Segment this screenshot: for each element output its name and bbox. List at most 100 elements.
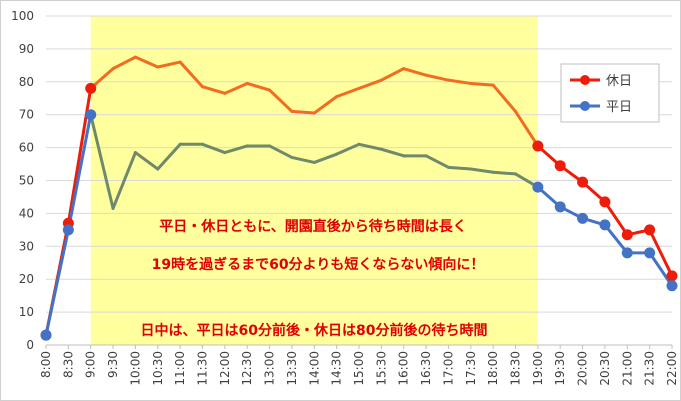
series-weekday-segment-19	[469, 167, 495, 174]
y-tick-label-70: 70	[19, 108, 34, 122]
series-holiday-segment-21	[514, 109, 540, 148]
series-weekday-segment-12	[312, 152, 339, 164]
series-weekday-point-2	[85, 109, 97, 121]
series-holiday-point-22	[532, 140, 544, 152]
series-holiday-segment-6	[178, 60, 204, 89]
y-tick-label-90: 90	[19, 42, 34, 56]
x-tick-label-20: 18:00	[486, 351, 500, 386]
y-tick-label-60: 60	[19, 141, 34, 155]
series-holiday-segment-1	[66, 86, 93, 225]
x-tick-label-9: 12:30	[240, 351, 254, 386]
y-tick-label-40: 40	[19, 206, 34, 220]
series-weekday-segment-0	[44, 228, 70, 337]
series-holiday-segment-25	[603, 200, 629, 237]
series-weekday-point-24	[577, 212, 589, 224]
series-weekday-segment-10	[268, 144, 294, 159]
series-weekday-point-25	[599, 219, 611, 231]
x-tick-label-13: 14:30	[330, 351, 344, 386]
series-holiday-segment-12	[312, 95, 339, 115]
series-weekday-segment-3	[111, 151, 137, 210]
series-weekday-point-27	[644, 247, 656, 259]
series-holiday-segment-17	[424, 73, 450, 82]
x-tick-label-28: 22:00	[665, 351, 679, 386]
x-tick-label-0: 8:00	[39, 351, 53, 378]
x-tick-label-21: 18:30	[509, 351, 523, 386]
x-tick-label-24: 20:00	[576, 351, 590, 386]
series-weekday-point-22	[532, 181, 544, 193]
series-weekday-segment-18	[446, 165, 473, 171]
series-holiday-segment-10	[268, 88, 294, 113]
x-tick-label-19: 17:30	[464, 351, 478, 386]
x-tick-label-1: 8:30	[61, 351, 75, 378]
series-holiday-segment-3	[111, 55, 137, 71]
x-tick-label-6: 11:00	[173, 351, 187, 386]
series-holiday-segment-13	[335, 86, 361, 99]
series-holiday-segment-27	[648, 228, 674, 278]
x-tick-label-27: 21:30	[643, 351, 657, 386]
y-tick-label-30: 30	[19, 239, 34, 253]
x-tick-label-8: 12:00	[218, 351, 232, 386]
x-tick-label-15: 15:30	[374, 351, 388, 386]
series-holiday-point-28	[666, 270, 678, 282]
series-holiday-segment-19	[469, 81, 495, 87]
x-tick-label-2: 9:00	[84, 351, 98, 378]
series-holiday-segment-7	[201, 85, 227, 95]
x-tick-label-11: 13:30	[285, 351, 299, 386]
annotation-line-1: 平日・休日ともに、開園直後から待ち時間は長く	[159, 218, 467, 235]
series-holiday-point-25	[599, 196, 611, 208]
series-holiday-segment-4	[133, 55, 160, 69]
series-weekday-segment-7	[201, 142, 227, 155]
series-holiday-point-27	[644, 224, 656, 236]
y-tick-label-100: 100	[11, 9, 34, 23]
x-tick-label-4: 10:00	[128, 351, 142, 386]
series-holiday-point-2	[85, 82, 97, 94]
x-tick-label-23: 19:30	[553, 351, 567, 386]
series-holiday-segment-9	[245, 81, 272, 92]
series-weekday-segment-11	[290, 155, 316, 164]
series-weekday-segment-17	[424, 154, 450, 169]
x-tick-label-5: 10:30	[151, 351, 165, 386]
x-tick-label-10: 13:00	[263, 351, 277, 386]
annotation-line-3: 日中は、平日は60分前後・休日は80分前後の待ち時間	[141, 322, 488, 339]
series-weekday-segment-4	[133, 151, 160, 171]
series-weekday-point-26	[621, 247, 633, 259]
y-tick-label-80: 80	[19, 75, 34, 89]
series-holiday-segment-15	[379, 67, 406, 82]
series-holiday-point-26	[621, 229, 633, 241]
legend-holiday-label: 休日	[606, 74, 632, 89]
x-tick-label-14: 15:00	[352, 351, 366, 386]
x-tick-label-25: 20:30	[598, 351, 612, 386]
y-tick-label-50: 50	[19, 174, 34, 188]
x-tick-label-3: 9:30	[106, 351, 120, 378]
series-holiday-segment-8	[223, 81, 249, 95]
series-weekday-point-23	[554, 201, 566, 213]
series-weekday-segment-25	[603, 223, 629, 255]
series-weekday-segment-5	[156, 142, 182, 171]
legend-holiday-swatch-marker	[580, 75, 590, 85]
legend: 休日 平日	[560, 63, 660, 123]
x-tick-label-22: 19:00	[531, 351, 545, 386]
series-holiday-segment-16	[402, 67, 428, 77]
legend-weekday-label: 平日	[606, 100, 632, 115]
series-holiday-segment-18	[446, 78, 473, 85]
series-weekday-segment-20	[491, 170, 517, 176]
series-weekday-point-0	[40, 329, 52, 341]
series-holiday-point-23	[554, 160, 566, 172]
series-weekday-segment-1	[66, 113, 93, 232]
series-weekday-segment-15	[379, 147, 406, 158]
series-holiday-segment-14	[357, 78, 383, 90]
series-holiday-segment-11	[290, 109, 316, 115]
series-weekday-segment-2	[89, 113, 115, 210]
legend-weekday-swatch-marker	[580, 101, 590, 111]
series-weekday-segment-14	[357, 142, 383, 151]
x-tick-label-26: 21:00	[620, 351, 634, 386]
x-tick-label-7: 11:30	[196, 351, 210, 386]
series-weekday-point-28	[666, 280, 678, 292]
x-tick-label-18: 17:00	[441, 351, 455, 386]
series-weekday-segment-8	[223, 144, 249, 155]
series-holiday-segment-20	[491, 83, 517, 113]
series-holiday-segment-5	[156, 60, 182, 69]
y-tick-label-20: 20	[19, 272, 34, 286]
y-tick-label-10: 10	[19, 305, 34, 319]
